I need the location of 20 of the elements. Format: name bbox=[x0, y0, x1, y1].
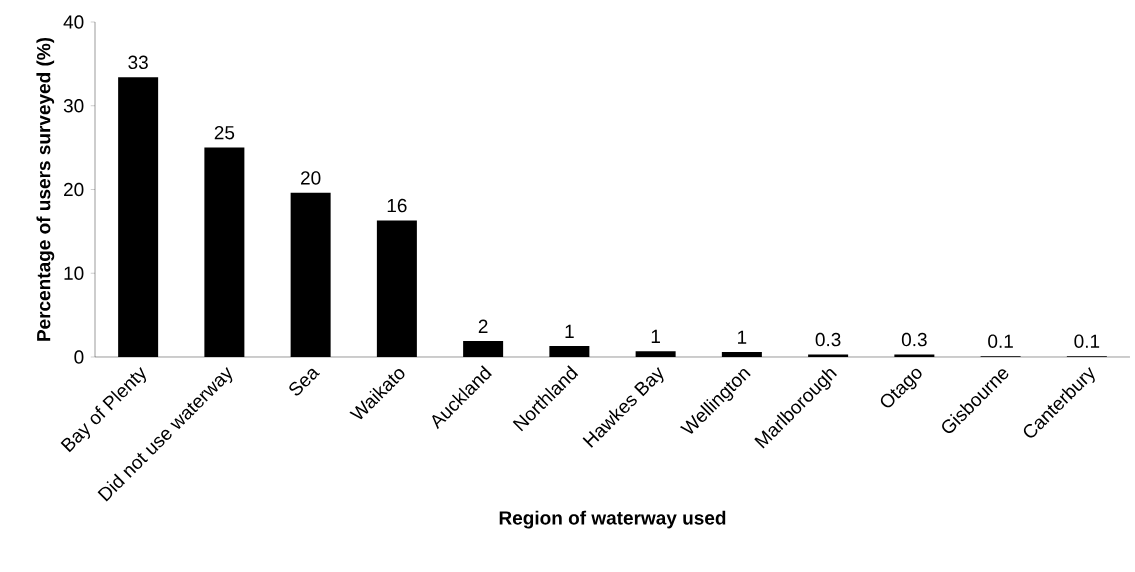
y-tick-label: 10 bbox=[64, 266, 84, 280]
y-tick-label: 20 bbox=[64, 182, 84, 197]
data-label: 0.1 bbox=[988, 334, 1013, 348]
data-label: 0.1 bbox=[1074, 334, 1100, 348]
data-label: 1 bbox=[738, 330, 747, 344]
y-axis-title: Percentage of users surveyed (%) bbox=[36, 37, 55, 341]
x-tick-label: Sea bbox=[289, 368, 320, 396]
data-label: 0.3 bbox=[815, 332, 841, 347]
data-label: 2 bbox=[478, 319, 488, 333]
data-label: 1 bbox=[565, 324, 574, 338]
y-tick-label: 40 bbox=[63, 15, 84, 29]
x-axis-title: Region of waterway used bbox=[499, 510, 726, 529]
y-tick-label: 30 bbox=[63, 99, 84, 113]
y-tick-label: 0 bbox=[74, 350, 84, 364]
data-label: 20 bbox=[301, 171, 321, 185]
data-label: 33 bbox=[128, 55, 148, 70]
data-label: 1 bbox=[651, 329, 660, 343]
data-label: 25 bbox=[214, 125, 235, 140]
data-label: 0.3 bbox=[901, 332, 927, 347]
data-label: 16 bbox=[387, 198, 407, 213]
